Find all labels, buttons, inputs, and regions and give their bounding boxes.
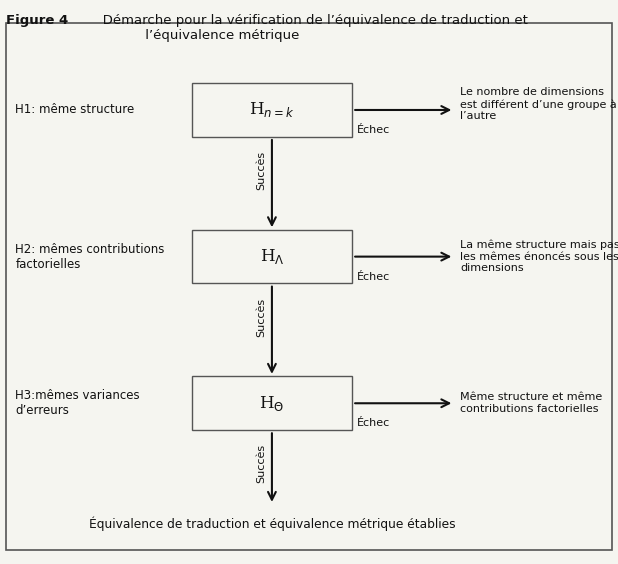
Text: H2: mêmes contributions
factorielles: H2: mêmes contributions factorielles xyxy=(15,243,165,271)
Text: Le nombre de dimensions
est différent d’une groupe à
l’autre: Le nombre de dimensions est différent d’… xyxy=(460,87,617,121)
Text: H3:mêmes variances
d’erreurs: H3:mêmes variances d’erreurs xyxy=(15,389,140,417)
Text: Échec: Échec xyxy=(357,272,391,282)
Text: Succès: Succès xyxy=(256,444,266,483)
Text: Succès: Succès xyxy=(256,151,266,190)
Text: H$_{\Lambda}$: H$_{\Lambda}$ xyxy=(260,247,284,266)
Bar xyxy=(192,230,352,283)
Text: Figure 4: Figure 4 xyxy=(6,14,69,27)
Text: Échec: Échec xyxy=(357,125,391,135)
Text: La même structure mais pas
les mêmes énoncés sous les
dimensions: La même structure mais pas les mêmes éno… xyxy=(460,240,618,274)
Text: Succès: Succès xyxy=(256,297,266,337)
Text: Même structure et même
contributions factorielles: Même structure et même contributions fac… xyxy=(460,393,603,414)
Bar xyxy=(192,377,352,430)
Text: H$_{n=k}$: H$_{n=k}$ xyxy=(249,100,295,120)
Text: Échec: Échec xyxy=(357,418,391,429)
Text: H$_{\Theta}$: H$_{\Theta}$ xyxy=(260,394,284,413)
Text: H1: même structure: H1: même structure xyxy=(15,103,135,117)
Bar xyxy=(192,83,352,136)
Text: Démarche pour la vérification de l’équivalence de traduction et
             l’é: Démarche pour la vérification de l’équiv… xyxy=(90,14,528,42)
Text: Équivalence de traduction et équivalence métrique établies: Équivalence de traduction et équivalence… xyxy=(88,517,455,531)
